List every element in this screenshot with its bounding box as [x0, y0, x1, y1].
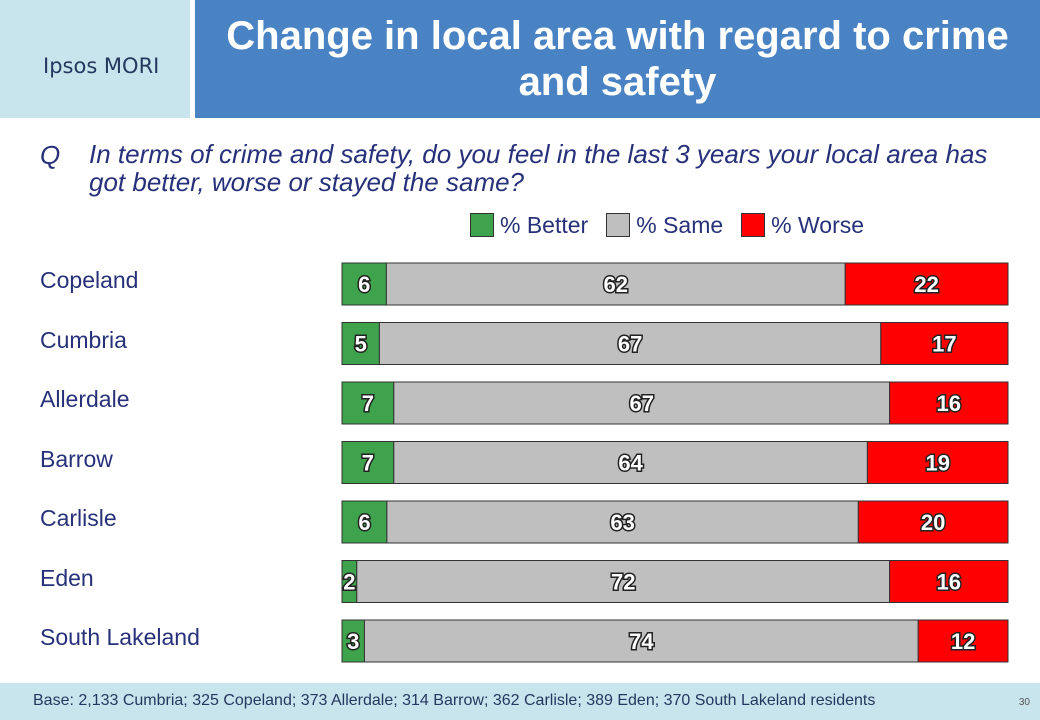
data-label-better-cumbria: 5 — [355, 332, 367, 357]
legend-item-same: % Same — [606, 212, 723, 239]
bar-better-allerdale — [341, 381, 395, 425]
data-label-same-eden: 72 — [611, 570, 635, 595]
stacked-bar-chart: 6 62 22 5 67 17 7 67 16 7 64 19 6 63 20 2 72 16 3 74 12 — [341, 262, 1009, 663]
title-banner: Change in local area with regard to crim… — [195, 0, 1040, 118]
category-label-eden: Eden — [40, 564, 94, 591]
legend-swatch-better — [470, 213, 494, 237]
bar-worse-copeland — [844, 262, 1009, 306]
data-label-worse-allerdale: 16 — [937, 391, 961, 416]
data-label-worse-south-lakeland: 12 — [951, 629, 975, 654]
category-label-carlisle: Carlisle — [40, 505, 117, 531]
bar-worse-barrow — [866, 441, 1009, 484]
bar-better-barrow — [341, 441, 395, 484]
bar-same-south-lakeland — [363, 619, 919, 663]
bar-same-allerdale — [393, 381, 891, 425]
category-label-allerdale: Allerdale — [40, 386, 130, 412]
data-label-worse-eden: 16 — [937, 570, 961, 595]
category-label-cumbria: Cumbria — [40, 326, 127, 353]
base-note: Base: 2,133 Cumbria; 325 Copeland; 373 A… — [33, 692, 876, 709]
chart-legend: % Better % Same % Worse — [470, 211, 868, 239]
data-label-same-carlisle: 63 — [610, 510, 634, 535]
category-label-barrow: Barrow — [40, 445, 113, 472]
data-label-same-south-lakeland: 74 — [629, 629, 654, 654]
question-text: In terms of crime and safety, do you fee… — [89, 139, 988, 197]
legend-item-better: % Better — [470, 212, 588, 239]
bar-worse-cumbria — [880, 322, 1009, 365]
ipsos-mori-logo: Ipsos MORI — [43, 54, 160, 78]
data-label-worse-carlisle: 20 — [921, 510, 945, 535]
bar-same-copeland — [385, 262, 846, 306]
legend-label-same: % Same — [636, 211, 724, 238]
data-label-better-south-lakeland: 3 — [347, 629, 359, 654]
data-label-worse-barrow: 19 — [925, 451, 949, 476]
data-label-better-carlisle: 6 — [358, 510, 370, 535]
bar-same-eden — [356, 560, 891, 603]
category-label-copeland: Copeland — [40, 267, 139, 293]
data-label-same-barrow: 64 — [618, 451, 643, 476]
data-label-same-copeland: 62 — [604, 272, 628, 297]
bar-better-carlisle — [341, 500, 388, 544]
data-label-worse-copeland: 22 — [914, 272, 938, 297]
legend-label-worse: % Worse — [771, 211, 865, 238]
data-label-better-allerdale: 7 — [362, 391, 374, 416]
legend-label-better: % Better — [500, 211, 589, 238]
bar-worse-allerdale — [889, 381, 1009, 425]
bar-same-cumbria — [378, 322, 882, 365]
bar-better-cumbria — [341, 322, 380, 365]
footer-bar: Base: 2,133 Cumbria; 325 Copeland; 373 A… — [0, 683, 1040, 720]
page-title: Change in local area with regard to crim… — [226, 14, 1009, 104]
data-label-better-eden: 2 — [343, 570, 355, 595]
legend-swatch-same — [606, 213, 631, 237]
bar-worse-south-lakeland — [917, 619, 1009, 663]
data-label-better-barrow: 7 — [362, 451, 374, 476]
logo-panel: Ipsos MORI — [0, 0, 190, 118]
bar-same-carlisle — [386, 500, 859, 544]
data-label-worse-cumbria: 17 — [932, 332, 956, 357]
bar-worse-carlisle — [857, 500, 1009, 544]
question-prefix: Q — [40, 140, 61, 170]
bar-better-copeland — [341, 262, 387, 306]
legend-item-worse: % Worse — [741, 212, 864, 239]
category-label-south-lakeland: South Lakeland — [40, 624, 200, 650]
data-label-same-allerdale: 67 — [629, 391, 653, 416]
data-label-same-cumbria: 67 — [618, 332, 642, 357]
page-number: 30 — [1018, 697, 1030, 708]
bar-worse-eden — [889, 560, 1009, 603]
data-label-better-copeland: 6 — [358, 272, 370, 297]
bar-same-barrow — [393, 441, 868, 484]
legend-swatch-worse — [741, 213, 766, 237]
